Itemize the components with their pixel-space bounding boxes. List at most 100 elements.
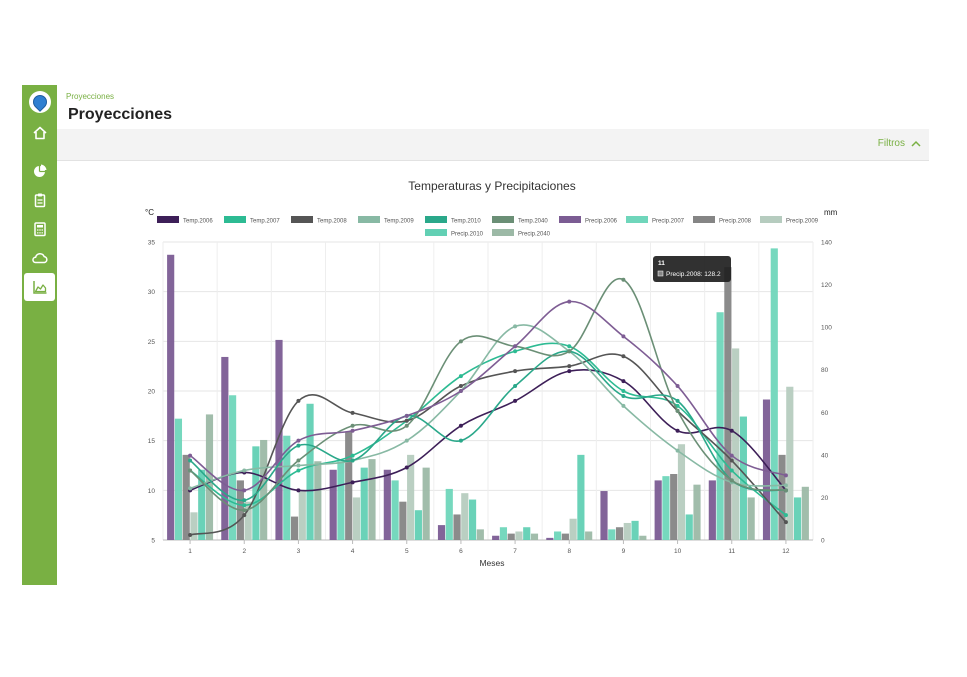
- bar-precip-2006: [762, 399, 771, 540]
- point-temp-2040: [188, 468, 193, 473]
- bar-precip-2040: [476, 529, 484, 540]
- point-temp-2040: [296, 458, 301, 463]
- point-temp-2040: [404, 423, 409, 428]
- bar-precip-2008: [724, 267, 732, 540]
- bar-precip-2006: [708, 480, 716, 540]
- bar-precip-2010: [306, 403, 314, 540]
- bar-precip-2006: [329, 469, 337, 540]
- home-icon: [32, 126, 47, 140]
- bar-precip-2009: [677, 444, 686, 540]
- point-temp-2040b: [783, 473, 788, 478]
- page-title: Proyecciones: [68, 106, 173, 123]
- bar-precip-2040: [314, 461, 322, 540]
- bar-precip-2008: [670, 474, 678, 540]
- point-temp-2008: [783, 520, 788, 525]
- point-temp-2040b: [188, 453, 193, 458]
- point-temp-2010: [513, 384, 518, 389]
- bar-precip-2006: [437, 525, 446, 540]
- bar-precip-2006: [492, 535, 500, 540]
- y-tick-right-label: 40: [821, 452, 829, 459]
- bar-precip-2007: [499, 527, 508, 540]
- bar-precip-2006: [654, 480, 662, 540]
- x-tick-label: 10: [674, 548, 682, 555]
- bar-precip-2040: [585, 531, 593, 540]
- point-temp-2009: [675, 448, 680, 453]
- bar-precip-2009: [190, 512, 198, 540]
- x-tick-label: 8: [567, 548, 571, 555]
- point-temp-2007: [513, 349, 518, 354]
- point-temp-2007: [675, 403, 680, 408]
- bar-precip-2009: [407, 454, 415, 540]
- bar-precip-2006: [546, 537, 554, 540]
- point-temp-2040b: [458, 389, 463, 393]
- legend-label: Precip.2008: [719, 219, 752, 225]
- bar-precip-2008: [507, 533, 515, 540]
- clipboard-icon: [34, 193, 45, 208]
- bar-precip-2010: [523, 527, 531, 540]
- bar-precip-2009: [732, 348, 740, 540]
- point-temp-2008: [188, 533, 193, 538]
- sidebar-item-projections[interactable]: [24, 273, 55, 301]
- x-tick-label: 12: [782, 548, 790, 555]
- line-temp-2040b: [189, 300, 787, 492]
- point-temp-2040b: [621, 334, 626, 339]
- legend-swatch: [425, 216, 447, 223]
- y-tick-left-label: 20: [148, 389, 156, 396]
- point-temp-2007: [458, 374, 463, 379]
- legend-label: Temp.2009: [384, 219, 414, 225]
- point-temp-2007: [242, 503, 247, 508]
- x-tick-label: 5: [405, 548, 409, 555]
- breadcrumb[interactable]: Proyecciones: [66, 92, 115, 101]
- point-temp-2040b: [350, 428, 355, 433]
- bar-precip-2010: [577, 454, 585, 540]
- bar-precip-2009: [786, 386, 794, 540]
- sidebar-item-weather[interactable]: [22, 244, 57, 272]
- y-tick-right-label: 20: [821, 495, 829, 502]
- filters-toggle[interactable]: Filtros: [878, 138, 921, 149]
- bar-precip-2040: [422, 467, 430, 540]
- point-temp-2040b: [296, 438, 301, 443]
- legend-label: Temp.2010: [451, 219, 481, 225]
- bar-precip-2010: [685, 514, 693, 540]
- line-temp-2010: [189, 350, 787, 502]
- bar-precip-2040: [639, 535, 647, 540]
- legend-swatch: [693, 216, 715, 223]
- filters-bar: Filtros: [57, 129, 929, 161]
- point-temp-2006: [350, 480, 355, 485]
- y-tick-left-label: 30: [148, 289, 156, 296]
- bar-precip-2008: [290, 516, 299, 540]
- sidebar-item-reports[interactable]: [22, 186, 57, 214]
- point-temp-2009: [513, 324, 518, 329]
- bar-precip-2040: [368, 459, 376, 540]
- temperature-precipitation-chart: Temperaturas y Precipitaciones °C mm Temp.2…: [145, 179, 838, 568]
- bar-precip-2040: [693, 484, 701, 540]
- bar-precip-2007: [662, 476, 670, 540]
- point-temp-2006: [404, 465, 409, 470]
- legend-swatch: [492, 216, 514, 223]
- calculator-icon: [33, 222, 46, 237]
- sidebar-item-home[interactable]: [22, 119, 57, 147]
- sidebar-item-statistics[interactable]: [22, 157, 57, 185]
- point-temp-2040: [729, 478, 734, 483]
- app-logo[interactable]: [29, 91, 51, 113]
- point-temp-2006: [296, 488, 301, 493]
- y-tick-left-label: 10: [148, 488, 156, 495]
- x-tick-label: 3: [297, 548, 301, 555]
- bar-precip-2006: [275, 339, 283, 540]
- bar-precip-2008: [453, 514, 461, 540]
- y-tick-right-label: 0: [821, 538, 825, 545]
- y-tick-right-label: 60: [821, 410, 829, 417]
- bar-precip-2009: [298, 491, 306, 540]
- bar-precip-2008: [345, 431, 353, 540]
- x-tick-label: 7: [513, 548, 517, 555]
- legend-swatch: [224, 216, 246, 223]
- bar-precip-2009: [244, 501, 252, 540]
- legend-swatch: [760, 216, 782, 223]
- bar-precip-2008: [182, 454, 190, 540]
- x-tick-label: 11: [728, 548, 735, 555]
- point-temp-2007: [567, 344, 572, 349]
- sidebar-item-calculator[interactable]: [22, 215, 57, 243]
- bar-precip-2008: [399, 501, 407, 540]
- bar-precip-2007: [174, 418, 183, 540]
- point-temp-2007: [350, 453, 355, 458]
